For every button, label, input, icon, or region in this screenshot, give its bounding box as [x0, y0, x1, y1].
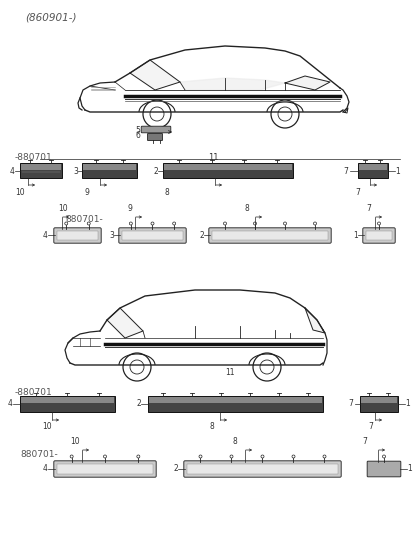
Bar [83, 164, 136, 170]
FancyBboxPatch shape [208, 228, 330, 243]
Text: 8: 8 [244, 204, 249, 213]
Bar [358, 164, 386, 170]
Text: 1: 1 [394, 166, 399, 175]
Bar [365, 231, 391, 240]
FancyBboxPatch shape [183, 461, 340, 477]
Text: 10: 10 [42, 422, 52, 431]
Text: 2: 2 [199, 230, 204, 239]
Text: 4: 4 [10, 166, 15, 175]
Bar [20, 163, 62, 178]
Text: -880701: -880701 [15, 153, 52, 162]
Text: 880701-: 880701- [65, 215, 102, 224]
Polygon shape [284, 76, 329, 90]
Text: 7: 7 [354, 188, 359, 197]
Text: 7: 7 [347, 400, 352, 408]
Bar [187, 464, 337, 474]
Polygon shape [130, 60, 180, 90]
Bar [147, 396, 322, 412]
FancyBboxPatch shape [119, 228, 186, 243]
Text: 2: 2 [136, 400, 141, 408]
Bar [359, 396, 397, 412]
FancyBboxPatch shape [54, 461, 156, 477]
Text: 7: 7 [365, 204, 370, 213]
FancyBboxPatch shape [362, 228, 394, 243]
Bar [21, 397, 114, 404]
Text: (860901-): (860901-) [25, 12, 76, 22]
Text: 9: 9 [85, 188, 90, 197]
Bar [57, 464, 153, 474]
Text: 10: 10 [58, 204, 67, 213]
Polygon shape [304, 308, 324, 333]
Text: 1: 1 [404, 400, 409, 408]
Bar [164, 164, 291, 170]
Text: 4: 4 [43, 230, 48, 239]
Text: 1: 1 [406, 464, 411, 473]
Bar [357, 163, 387, 178]
Text: 11: 11 [225, 368, 234, 377]
Bar [211, 231, 327, 240]
Text: 5: 5 [135, 125, 140, 134]
Bar [82, 163, 137, 178]
Text: 7: 7 [361, 437, 366, 446]
Text: 6: 6 [135, 131, 140, 139]
Text: 7: 7 [367, 422, 372, 431]
Bar [149, 397, 321, 404]
Text: 7: 7 [342, 166, 347, 175]
Bar [20, 396, 115, 412]
Text: 3: 3 [109, 230, 114, 239]
Polygon shape [180, 78, 284, 90]
FancyBboxPatch shape [366, 461, 400, 477]
Text: 10: 10 [15, 188, 24, 197]
Text: -880701: -880701 [15, 388, 52, 397]
FancyBboxPatch shape [54, 228, 101, 243]
Polygon shape [107, 308, 142, 338]
Text: 3: 3 [73, 166, 78, 175]
FancyBboxPatch shape [141, 126, 171, 133]
Text: 4: 4 [8, 400, 13, 408]
Text: 8: 8 [165, 188, 169, 197]
Bar [122, 231, 183, 240]
Text: 2: 2 [173, 464, 178, 473]
Text: 8: 8 [233, 437, 237, 446]
Text: 11: 11 [207, 153, 218, 162]
Bar [57, 231, 98, 240]
Text: 9: 9 [128, 204, 133, 213]
Text: 880701-: 880701- [20, 450, 57, 459]
Text: 4: 4 [43, 464, 48, 473]
Text: 2: 2 [153, 166, 158, 175]
FancyBboxPatch shape [147, 133, 162, 140]
Bar [21, 164, 61, 170]
Text: 1: 1 [352, 230, 357, 239]
Bar [163, 163, 292, 178]
Bar [360, 397, 396, 404]
Text: 10: 10 [70, 437, 79, 446]
Text: 8: 8 [209, 422, 214, 431]
